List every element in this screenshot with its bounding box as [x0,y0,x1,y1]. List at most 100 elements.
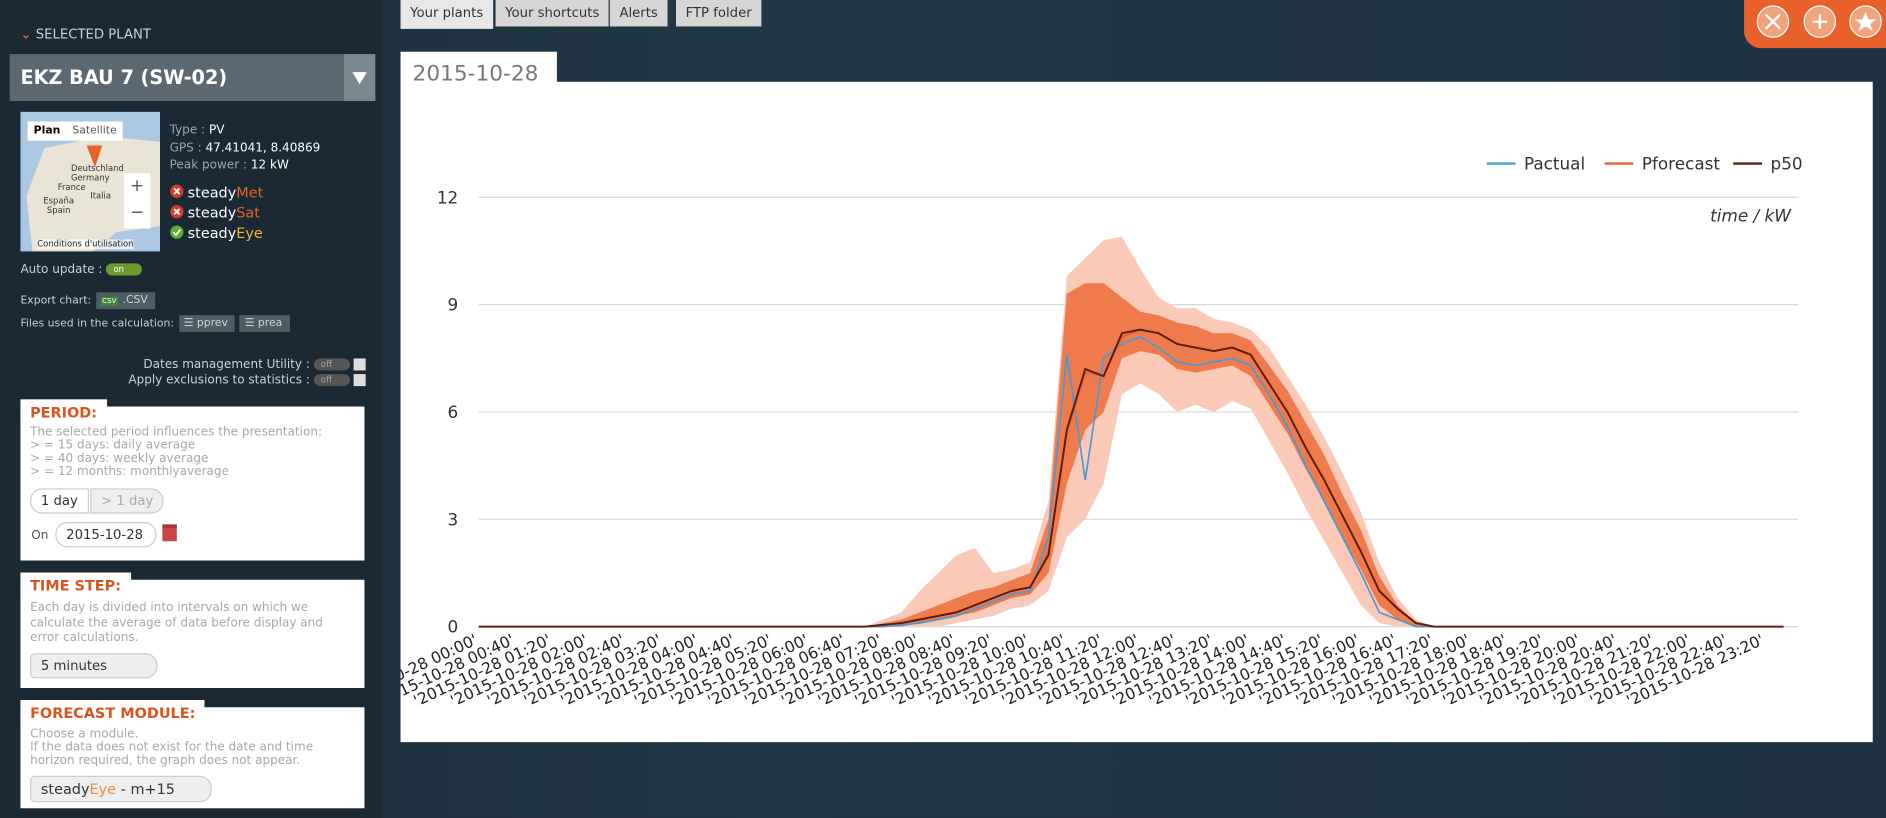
map-label: Germany [70,173,110,183]
map-label: France [57,182,86,193]
info-label: GPS : [169,141,202,155]
map-label: Spain [46,205,71,216]
info-value: 12 kW [250,158,289,173]
cross [173,187,181,195]
calendar-icon[interactable] [162,524,177,542]
band [478,283,1784,627]
tab[interactable]: Alerts [609,0,668,27]
unit-label: time / kW [1710,205,1792,225]
map-footer[interactable]: Conditions d'utilisation [37,239,134,249]
info-label: Type : [169,123,206,138]
box-text: The selected period influences the prese… [30,426,322,479]
box-text: Each day is divided into intervals on wh… [30,601,323,645]
info-row: Peak power : 12 kW [170,158,321,175]
period-button[interactable]: 1 day [30,488,89,514]
plant-name: EKZ BAU 7 (SW-02) [20,66,228,90]
module-suffix: Sat [236,204,260,222]
legend-label: Pactual [1524,154,1585,174]
map-label: Italia [90,191,111,201]
dates-utility: Dates management Utility : off [143,358,366,372]
select-highlight: Eye [89,780,117,798]
map-button[interactable]: Plan [33,125,61,138]
toggle[interactable]: off [313,358,350,371]
module-suffix: Met [236,184,264,201]
y-tick-label: 6 [448,402,459,422]
label: Files used in the calculation: [20,318,175,331]
info-label: Peak power : [169,158,248,173]
date-input[interactable]: 2015-10-28 [55,522,157,548]
module-prefix: steady [187,184,237,201]
plant-selector[interactable]: EKZ BAU 7 (SW-02) [9,54,376,102]
chart-tab: 2015-10-28 [400,51,557,87]
module-prefix: steady [187,224,237,242]
legend-label: p50 [1771,154,1803,174]
band [478,236,1784,627]
marker [86,145,103,168]
status-icon [170,225,184,239]
icon [1854,12,1877,32]
export-chart: Export chart: CSV .CSV [20,292,156,310]
toggle[interactable]: off [313,374,350,387]
box-title: TIME STEP: [20,572,131,597]
time-step-box: TIME STEP: Each day is divided into inte… [20,572,365,689]
box-title: FORECAST MODULE: [20,700,206,725]
icon [1764,13,1781,30]
label: Auto update : [20,263,103,277]
toolbar [1744,0,1886,49]
file-name: prea [257,317,283,330]
label: Export chart: [20,295,92,308]
tab[interactable]: Your plants [400,0,493,29]
text-line: The selected period influences the prese… [30,425,323,440]
period-button[interactable]: > 1 day [90,488,165,514]
file-chip[interactable]: ☰ pprev [178,315,236,332]
check [172,228,182,237]
text-line: Choose a module. [30,727,139,741]
info-value: 47.41041, 8.40869 [205,141,321,155]
calendar-icon[interactable] [353,374,366,387]
button-label: .CSV [122,294,148,307]
module-row: steadyEye [170,224,264,244]
tab[interactable]: Your shortcuts [495,0,609,27]
select-text: steady [40,780,90,798]
period-box: PERIOD: The selected period influences t… [20,399,365,561]
file-name: pprev [196,317,228,330]
files-used: Files used in the calculation: ☰ pprev ☰ p… [20,315,290,332]
text-line: > = 40 days: weekly average [30,452,209,466]
calendar-icon[interactable] [353,358,366,371]
select-text: - m+15 [116,780,175,798]
export-button[interactable]: CSV .CSV [95,292,156,310]
map-type: Plan Satellite [27,121,123,141]
map-label: España [43,196,75,206]
arrow-icon [352,72,367,85]
section-header[interactable]: ⌄ SELECTED PLANT [20,26,151,42]
box-text: Choose a module. If the data does not ex… [30,728,361,768]
map-button[interactable]: Satellite [72,125,117,138]
label: Apply exclusions to statistics : [128,374,310,388]
zoom-control[interactable]: + − [123,173,151,229]
module-select[interactable]: steadyEye - m+15 [30,775,212,803]
series-line [478,328,1784,628]
file-chip[interactable]: ☰ prea [239,315,290,332]
info-value: PV [208,123,225,138]
module-prefix: steady [187,204,237,222]
time-step-select[interactable]: 5 minutes [30,653,158,679]
dropdown-arrow [344,54,376,102]
triangle [352,72,367,85]
toolbar-icons [1756,5,1882,38]
status-icon [170,184,184,198]
module-row: steadyMet [170,183,264,203]
text-line: > = 12 months: monthlyaverage [30,465,229,479]
module-suffix: Eye [236,224,263,242]
y-tick-label: 9 [448,295,459,315]
info-row: GPS : 47.41041, 8.40869 [170,140,321,157]
map-label: Deutschland [70,163,124,174]
module-list: steadyMet steadySat steadyEye [170,183,264,244]
legend-label: Pforecast [1642,154,1721,174]
map[interactable]: Plan Satellite Deutschland Germany France… [20,111,160,252]
sidebar: ⌄ SELECTED PLANT EKZ BAU 7 (SW-02) Plan S… [0,0,383,818]
tab[interactable]: FTP folder [675,0,762,27]
y-tick-label: 3 [448,509,459,529]
toggle[interactable]: on [106,263,143,276]
